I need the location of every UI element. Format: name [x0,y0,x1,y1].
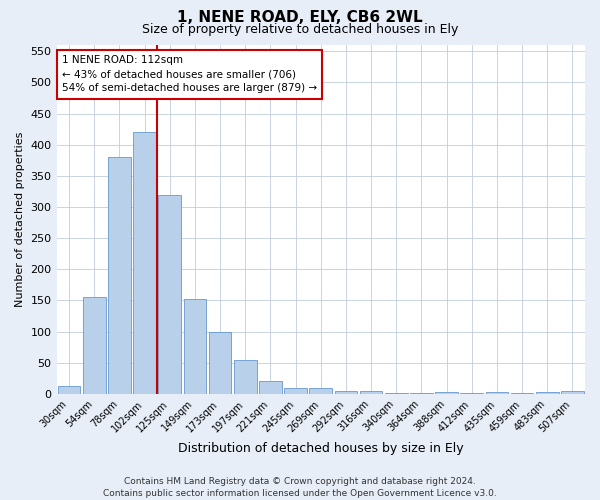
Text: 1 NENE ROAD: 112sqm
← 43% of detached houses are smaller (706)
54% of semi-detac: 1 NENE ROAD: 112sqm ← 43% of detached ho… [62,56,317,94]
Bar [310,388,332,394]
Bar [259,382,282,394]
Bar [83,298,106,394]
Bar [485,392,508,394]
Text: Size of property relative to detached houses in Ely: Size of property relative to detached ho… [142,22,458,36]
Y-axis label: Number of detached properties: Number of detached properties [15,132,25,307]
Bar [435,392,458,394]
Text: Contains HM Land Registry data © Crown copyright and database right 2024.
Contai: Contains HM Land Registry data © Crown c… [103,476,497,498]
Bar [108,156,131,394]
Bar [284,388,307,394]
Bar [158,194,181,394]
Text: 1, NENE ROAD, ELY, CB6 2WL: 1, NENE ROAD, ELY, CB6 2WL [177,10,423,25]
Bar [209,332,232,394]
Bar [410,392,433,394]
Bar [561,392,584,394]
Bar [133,132,156,394]
Bar [335,391,357,394]
X-axis label: Distribution of detached houses by size in Ely: Distribution of detached houses by size … [178,442,464,455]
Bar [360,391,382,394]
Bar [58,386,80,394]
Bar [234,360,257,394]
Bar [385,392,407,394]
Bar [536,392,559,394]
Bar [184,298,206,394]
